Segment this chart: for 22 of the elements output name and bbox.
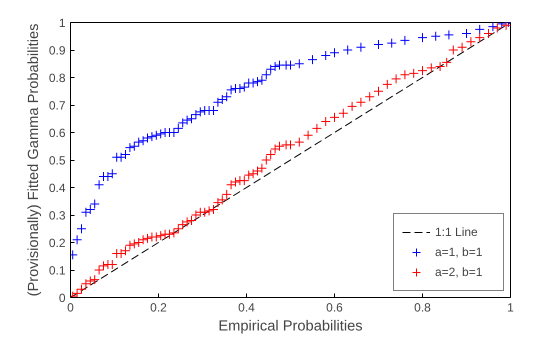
y-tick-label: 0.3 xyxy=(48,208,66,222)
y-tick-label: 0.5 xyxy=(48,154,66,168)
y-tick-label: 0.6 xyxy=(48,126,66,140)
x-tick-label: 0.4 xyxy=(238,300,256,314)
x-tick-label: 0.6 xyxy=(326,300,344,314)
y-tick-label: 0.4 xyxy=(48,181,66,195)
y-tick-label: 0.8 xyxy=(48,71,66,85)
y-axis-title: (Provisionally) Fitted Gamma Probabilities xyxy=(26,24,42,296)
x-tick-label: 1 xyxy=(507,300,514,314)
y-tick-label: 0.7 xyxy=(48,98,66,112)
x-tick-label: 0.8 xyxy=(414,300,432,314)
legend-label: a=1, b=1 xyxy=(435,245,484,259)
y-tick-label: 0.2 xyxy=(48,236,66,250)
y-tick-label: 0 xyxy=(58,291,66,305)
x-tick-label: 0 xyxy=(67,300,74,314)
y-tick-label: 1 xyxy=(58,16,66,30)
x-axis-title: Empirical Probabilities xyxy=(218,318,363,334)
y-tick-label: 0.9 xyxy=(48,44,66,58)
legend-label: 1:1 Line xyxy=(435,225,479,239)
x-tick-label: 0.2 xyxy=(150,300,168,314)
y-tick-label: 0.1 xyxy=(48,264,66,278)
legend-label: a=2, b=1 xyxy=(435,265,484,279)
